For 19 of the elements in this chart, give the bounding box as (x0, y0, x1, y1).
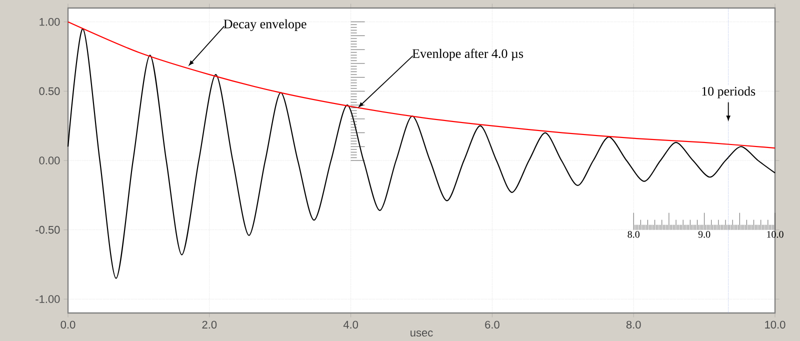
annotation: Evenlope after 4.0 µs (412, 48, 524, 61)
x-tick-label: 0.0 (60, 320, 76, 329)
y-tick-label: 0.00 (39, 156, 60, 164)
x-tick-label: 6.0 (485, 320, 500, 329)
annotation: 10.0 (767, 231, 784, 238)
y-tick-label: 0.50 (39, 87, 60, 96)
line-series (67, 21, 776, 149)
y-tick-label: -1.00 (36, 295, 60, 304)
x-tick-label: 8.0 (626, 320, 641, 329)
annotation: Decay envelope (224, 19, 306, 32)
ref-line-label: 10 periods (702, 86, 756, 98)
x-tick-label: 2.0 (202, 320, 217, 329)
annotation: 8.0 (628, 231, 640, 238)
annotation: 9.0 (698, 231, 710, 238)
y-tick-label: -0.50 (36, 226, 60, 234)
x-tick-label: 4.0 (343, 320, 358, 329)
x-axis-title: usec (410, 330, 433, 337)
x-tick-label: 10.0 (765, 320, 786, 329)
y-tick-label: 1.00 (40, 18, 60, 26)
